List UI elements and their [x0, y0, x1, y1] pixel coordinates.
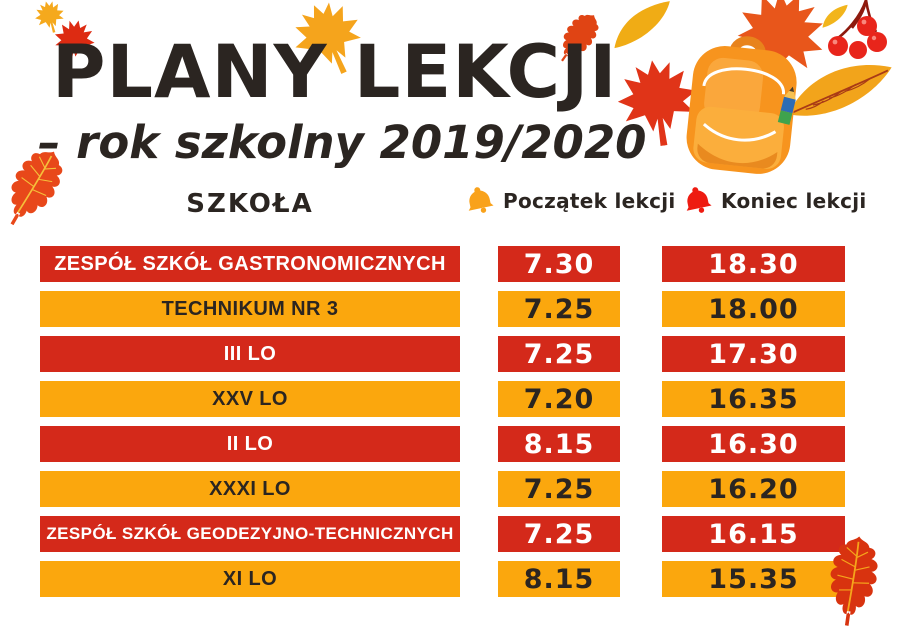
end-time-cell: 17.30	[662, 336, 845, 372]
school-name-cell: XXXI LO	[40, 471, 460, 507]
bell-icon	[682, 184, 713, 216]
bell-icon	[464, 184, 495, 216]
start-time-cell: 7.20	[498, 381, 620, 417]
table-row: XXXI LO 7.25 16.20	[0, 471, 900, 507]
table-row: TECHNIKUM NR 3 7.25 18.00	[0, 291, 900, 327]
start-time-cell: 7.25	[498, 336, 620, 372]
legend-end-label: Koniec lekcji	[721, 188, 867, 213]
end-time-cell: 16.15	[662, 516, 845, 552]
school-name-cell: II LO	[40, 426, 460, 462]
start-time-cell: 8.15	[498, 426, 620, 462]
school-name-cell: ZESPÓŁ SZKÓŁ GASTRONOMICZNYCH	[40, 246, 460, 282]
school-name-cell: TECHNIKUM NR 3	[40, 291, 460, 327]
poster-subtitle: – rok szkolny 2019/2020	[38, 116, 647, 169]
orange-oak-leaf-icon	[0, 140, 73, 236]
pencil-icon	[777, 86, 796, 125]
column-header-school: SZKOŁA	[186, 189, 314, 219]
table-row: ZESPÓŁ SZKÓŁ GEODEZYJNO-TECHNICZNYCH 7.2…	[0, 516, 900, 552]
end-time-cell: 18.00	[662, 291, 845, 327]
large-yellow-leaf-icon	[788, 64, 892, 116]
legend-start-label: Początek lekcji	[503, 188, 676, 213]
rowan-berries-icon	[828, 0, 887, 59]
table-row: ZESPÓŁ SZKÓŁ GASTRONOMICZNYCH 7.30 18.30	[0, 246, 900, 282]
school-name-cell: ZESPÓŁ SZKÓŁ GEODEZYJNO-TECHNICZNYCH	[40, 516, 460, 552]
end-time-cell: 16.30	[662, 426, 845, 462]
table-row: XI LO 8.15 15.35	[0, 561, 900, 597]
start-time-cell: 7.25	[498, 516, 620, 552]
start-time-cell: 7.25	[498, 471, 620, 507]
poster-title: PLANY LEKCJI	[52, 30, 618, 115]
school-name-cell: III LO	[40, 336, 460, 372]
end-time-cell: 16.20	[662, 471, 845, 507]
school-name-cell: XI LO	[40, 561, 460, 597]
bottom-red-oak-leaf-icon	[823, 533, 883, 629]
start-time-cell: 7.25	[498, 291, 620, 327]
table-row: XXV LO 7.20 16.35	[0, 381, 900, 417]
start-time-cell: 8.15	[498, 561, 620, 597]
legend-end-of-lessons: Koniec lekcji	[682, 184, 867, 216]
table-row: II LO 8.15 16.30	[0, 426, 900, 462]
backpack-icon	[686, 36, 797, 174]
end-time-cell: 16.35	[662, 381, 845, 417]
start-time-cell: 7.30	[498, 246, 620, 282]
legend-start-of-lessons: Początek lekcji	[464, 184, 676, 216]
end-time-cell: 15.35	[662, 561, 845, 597]
school-name-cell: XXV LO	[40, 381, 460, 417]
end-time-cell: 18.30	[662, 246, 845, 282]
table-row: III LO 7.25 17.30	[0, 336, 900, 372]
